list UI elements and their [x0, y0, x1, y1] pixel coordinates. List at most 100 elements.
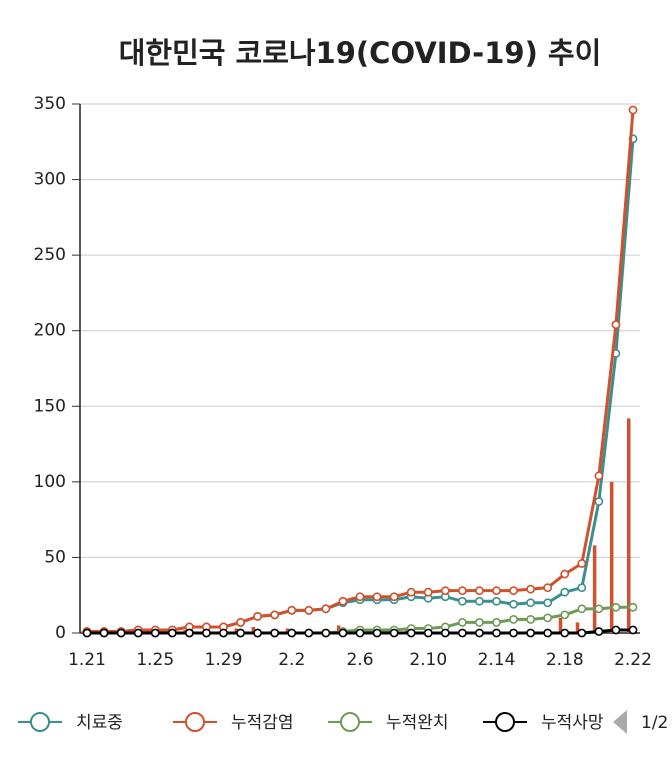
bar	[575, 622, 580, 633]
bar	[609, 481, 614, 633]
point	[457, 596, 467, 606]
point	[560, 569, 570, 579]
point	[338, 628, 348, 638]
bar	[183, 629, 187, 633]
point	[406, 587, 416, 597]
chart-title: 대한민국 코로나19(COVID-19) 추이	[119, 36, 602, 70]
point	[389, 628, 399, 638]
point	[150, 628, 160, 638]
point	[475, 618, 484, 627]
y-tick-label: 350	[34, 94, 66, 114]
point	[133, 628, 143, 638]
legend-label: 누적완치	[386, 713, 449, 733]
legend-prev-button[interactable]	[613, 710, 627, 734]
x-tick-label: 2.10	[409, 650, 447, 670]
bar	[592, 545, 597, 633]
point	[611, 320, 621, 330]
x-tick-label: 2.22	[614, 650, 652, 670]
point	[560, 628, 570, 638]
point	[526, 584, 536, 594]
point	[475, 628, 484, 638]
point	[594, 471, 604, 481]
point	[372, 592, 382, 602]
legend-page: 1/2	[641, 713, 668, 733]
point	[423, 587, 433, 597]
point	[577, 628, 587, 638]
point	[492, 596, 501, 606]
point	[321, 628, 331, 638]
point	[423, 628, 433, 638]
point	[321, 604, 331, 614]
x-tick-label: 2.6	[346, 650, 373, 670]
bar	[336, 625, 341, 633]
x-tick-label: 2.2	[278, 650, 305, 670]
point	[594, 497, 604, 506]
point	[99, 628, 109, 638]
point	[594, 627, 604, 636]
point	[492, 628, 501, 638]
series-line	[87, 109, 635, 633]
point	[372, 628, 382, 638]
point	[509, 599, 518, 609]
bar	[251, 626, 256, 633]
y-tick-label: 150	[34, 396, 66, 416]
point	[253, 628, 263, 638]
point	[526, 598, 536, 608]
point	[236, 628, 245, 638]
point	[440, 586, 450, 596]
bar	[405, 628, 409, 633]
point	[543, 583, 553, 593]
point	[457, 618, 467, 627]
point	[389, 592, 399, 602]
point	[577, 583, 587, 593]
point	[628, 625, 638, 635]
legend-symbol	[340, 712, 360, 732]
point	[543, 598, 553, 608]
point	[304, 605, 314, 615]
point	[440, 628, 450, 638]
x-tick-label: 1.25	[136, 650, 174, 670]
bar	[234, 628, 239, 633]
point	[543, 628, 553, 638]
legend-label: 치료중	[76, 713, 123, 733]
point	[475, 586, 484, 596]
x-tick-label: 2.18	[546, 650, 584, 670]
point	[611, 625, 621, 635]
point	[628, 105, 638, 115]
point	[457, 628, 467, 638]
legend-symbol	[185, 712, 205, 732]
bar	[285, 628, 290, 633]
point	[526, 614, 536, 624]
point	[82, 628, 92, 638]
bar	[627, 418, 631, 633]
point	[184, 628, 194, 638]
point	[577, 559, 587, 568]
point	[560, 587, 570, 597]
x-tick-label: 1.21	[68, 650, 106, 670]
point	[560, 610, 570, 620]
point	[270, 610, 280, 620]
legend-symbol	[495, 712, 515, 732]
x-tick-label: 1.29	[205, 650, 243, 670]
y-tick-label: 100	[34, 472, 66, 492]
point	[543, 613, 553, 623]
point	[236, 618, 245, 627]
point	[492, 618, 501, 627]
point	[492, 586, 501, 596]
legend-symbol	[30, 712, 50, 732]
point	[167, 628, 177, 638]
bar	[558, 617, 563, 633]
y-tick-label: 0	[55, 623, 66, 643]
point	[253, 611, 263, 621]
point	[577, 604, 587, 614]
point	[594, 604, 604, 614]
point	[287, 605, 297, 615]
point	[202, 628, 211, 638]
point	[509, 614, 518, 624]
y-tick-label: 300	[34, 170, 66, 190]
point	[219, 628, 228, 638]
y-tick-label: 200	[34, 321, 66, 341]
point	[509, 628, 518, 638]
x-tick-label: 2.14	[478, 650, 516, 670]
